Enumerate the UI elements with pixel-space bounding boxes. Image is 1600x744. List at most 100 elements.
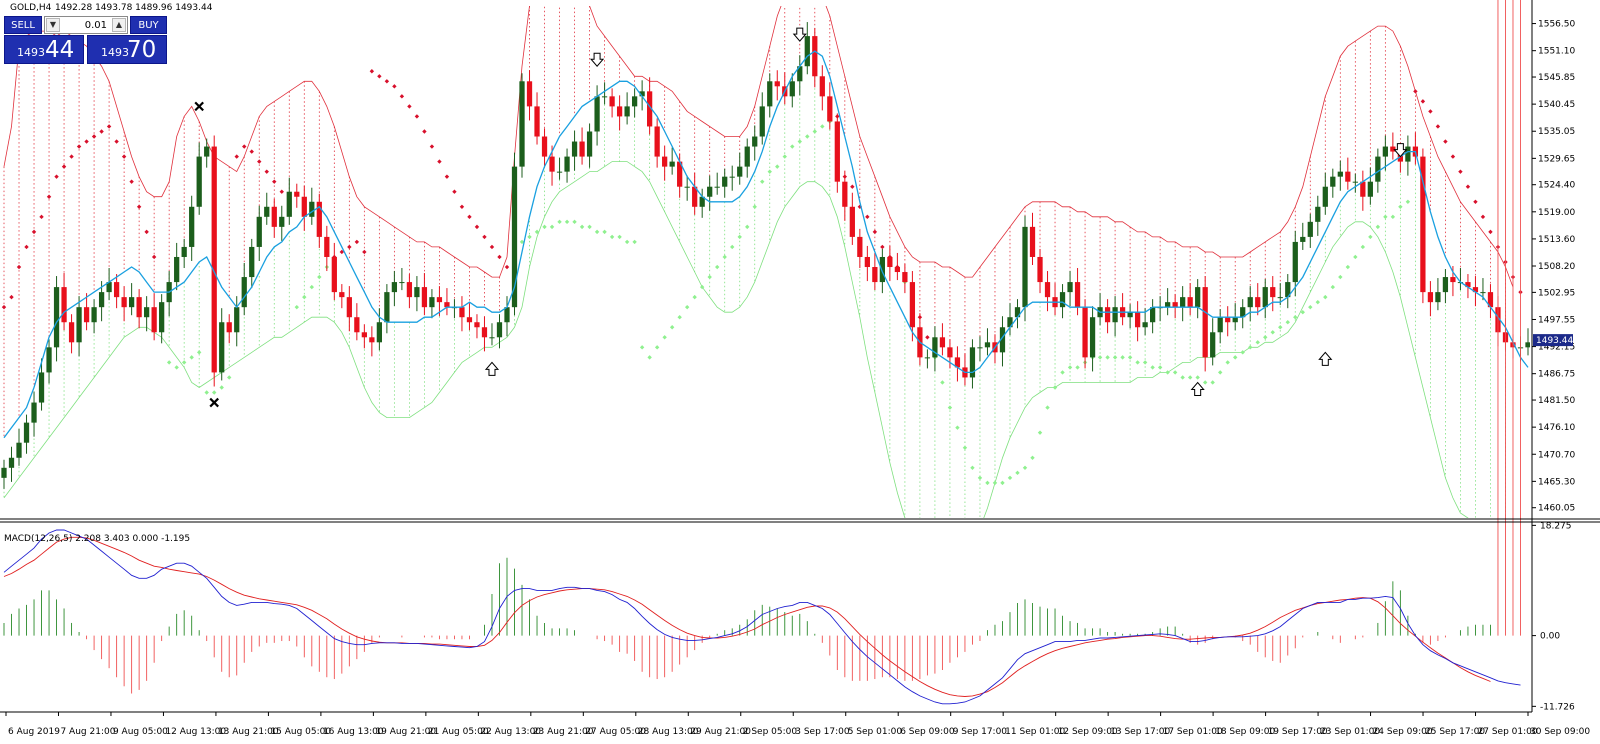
candle-body[interactable] — [286, 191, 292, 217]
candle-body[interactable] — [759, 106, 765, 137]
buy-price-box[interactable]: 1493 70 — [87, 35, 167, 64]
candle-body[interactable] — [46, 347, 52, 373]
candle-body[interactable] — [211, 146, 217, 373]
candle-body[interactable] — [909, 282, 916, 328]
lot-size-input[interactable] — [63, 17, 109, 33]
candle-body[interactable] — [834, 121, 840, 182]
candle-body[interactable] — [804, 36, 810, 67]
candle-body[interactable] — [31, 402, 37, 423]
candle-body[interactable] — [767, 81, 773, 107]
candle-body[interactable] — [466, 317, 473, 323]
lot-increase-icon[interactable]: ▲ — [112, 18, 126, 32]
candle-body[interactable] — [1142, 322, 1148, 328]
candle-body[interactable] — [774, 81, 780, 87]
candle-body[interactable] — [121, 297, 127, 308]
candle-body[interactable] — [1112, 307, 1118, 323]
candle-body[interactable] — [1390, 146, 1396, 152]
candle-body[interactable] — [1089, 317, 1096, 358]
candle-body[interactable] — [301, 196, 307, 217]
candle-body[interactable] — [339, 292, 345, 298]
candle-body[interactable] — [1217, 317, 1223, 333]
candle-body[interactable] — [1330, 176, 1336, 187]
candle-body[interactable] — [887, 256, 893, 268]
candle-body[interactable] — [894, 267, 901, 273]
candle-body[interactable] — [947, 347, 953, 358]
candle-body[interactable] — [1210, 332, 1216, 358]
candle-body[interactable] — [977, 347, 983, 349]
candle-body[interactable] — [91, 307, 97, 323]
candle-body[interactable] — [331, 256, 337, 293]
candle-body[interactable] — [677, 161, 683, 187]
candle-body[interactable] — [23, 422, 30, 443]
candle-body[interactable] — [549, 156, 555, 172]
candle-body[interactable] — [406, 282, 413, 298]
candle-body[interactable] — [541, 136, 548, 157]
candle-body[interactable] — [812, 36, 818, 77]
candle-body[interactable] — [1322, 186, 1328, 207]
candle-body[interactable] — [1300, 236, 1306, 242]
candle-body[interactable] — [1480, 292, 1486, 294]
candle-body[interactable] — [1134, 312, 1141, 328]
candle-body[interactable] — [8, 457, 15, 468]
candle-body[interactable] — [872, 267, 878, 283]
candle-body[interactable] — [264, 206, 270, 217]
candle-body[interactable] — [1427, 292, 1434, 303]
candle-body[interactable] — [429, 297, 435, 308]
candle-body[interactable] — [189, 206, 195, 247]
candle-body[interactable] — [1165, 302, 1171, 308]
candlesticks[interactable] — [1, 22, 1530, 489]
candle-body[interactable] — [849, 206, 855, 237]
candle-body[interactable] — [654, 126, 660, 157]
candle-body[interactable] — [932, 337, 938, 358]
candle-body[interactable] — [106, 282, 112, 293]
candle-body[interactable] — [1150, 307, 1156, 323]
candle-body[interactable] — [1420, 156, 1426, 293]
candle-body[interactable] — [879, 256, 885, 283]
candle-body[interactable] — [662, 156, 668, 167]
candle-body[interactable] — [1525, 342, 1530, 348]
candle-body[interactable] — [399, 282, 405, 284]
candle-body[interactable] — [639, 91, 645, 97]
candle-body[interactable] — [579, 141, 585, 157]
candle-body[interactable] — [1127, 312, 1133, 318]
candle-body[interactable] — [969, 347, 976, 378]
candle-body[interactable] — [1345, 171, 1351, 182]
candle-body[interactable] — [526, 81, 533, 107]
candle-body[interactable] — [474, 322, 480, 328]
candle-body[interactable] — [1292, 241, 1298, 283]
sell-price-box[interactable]: 1493 44 — [4, 35, 84, 64]
candle-body[interactable] — [174, 256, 180, 283]
candle-body[interactable] — [999, 327, 1006, 353]
candle-body[interactable] — [1007, 317, 1013, 328]
candle-body[interactable] — [1382, 146, 1388, 157]
candle-body[interactable] — [1044, 282, 1051, 298]
candle-body[interactable] — [1337, 171, 1343, 177]
candle-body[interactable] — [586, 131, 593, 157]
candle-body[interactable] — [1442, 277, 1449, 293]
candle-body[interactable] — [924, 357, 931, 359]
candle-body[interactable] — [984, 342, 991, 348]
candle-body[interactable] — [729, 176, 735, 178]
candle-body[interactable] — [722, 176, 728, 187]
candle-body[interactable] — [1187, 297, 1193, 308]
candle-body[interactable] — [481, 327, 488, 338]
candle-body[interactable] — [496, 322, 503, 338]
candle-body[interactable] — [571, 141, 578, 157]
candle-body[interactable] — [601, 96, 608, 98]
candle-body[interactable] — [1247, 297, 1253, 308]
candle-body[interactable] — [624, 106, 630, 117]
candle-body[interactable] — [519, 81, 525, 167]
candle-body[interactable] — [1225, 317, 1231, 323]
candle-body[interactable] — [249, 246, 255, 278]
candle-body[interactable] — [324, 236, 330, 257]
candle-body[interactable] — [954, 357, 961, 368]
candle-body[interactable] — [113, 282, 120, 298]
candle-body[interactable] — [1465, 282, 1471, 288]
candle-body[interactable] — [902, 272, 908, 283]
candle-body[interactable] — [669, 161, 675, 167]
candle-body[interactable] — [616, 106, 623, 117]
candle-body[interactable] — [647, 91, 653, 127]
candle-body[interactable] — [609, 96, 615, 107]
candle-body[interactable] — [1405, 146, 1411, 162]
candle-body[interactable] — [1074, 282, 1081, 308]
